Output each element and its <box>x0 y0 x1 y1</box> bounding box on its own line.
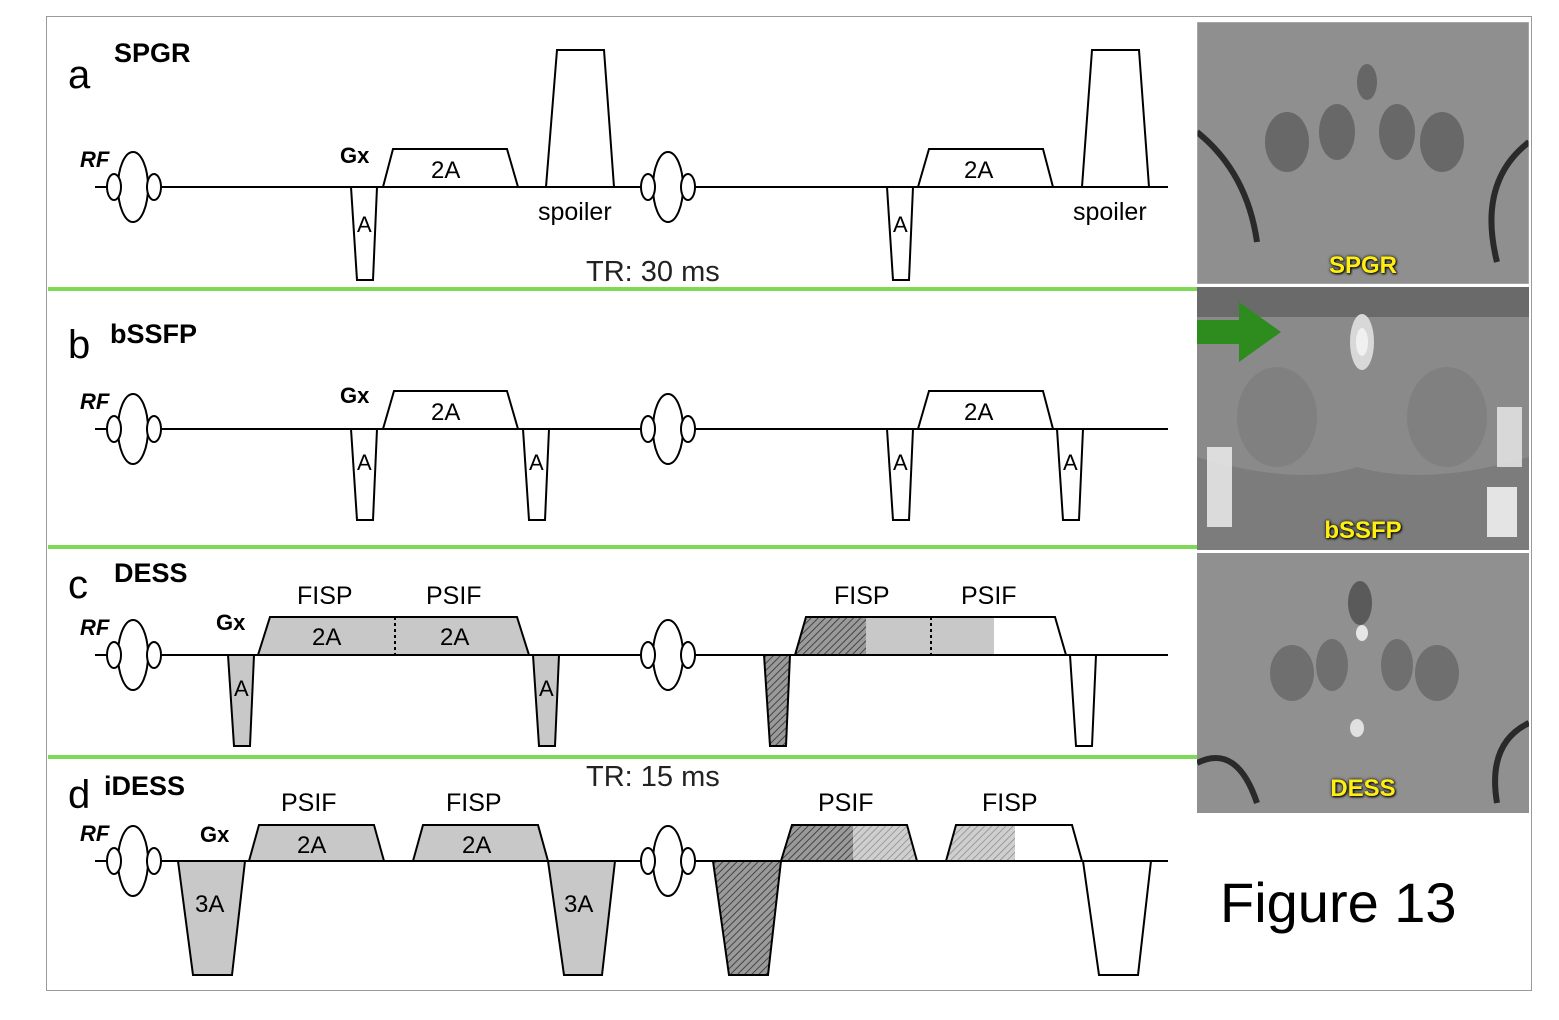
panel-b-gx-label: Gx <box>340 383 370 408</box>
panel-b-a4: A <box>1063 450 1078 475</box>
panel-c-letter: c <box>68 563 88 607</box>
panel-c-name: DESS <box>114 558 188 588</box>
tr-label-15: TR: 15 ms <box>586 761 720 793</box>
panel-b-a3: A <box>893 450 908 475</box>
panel-c-a1: A <box>234 676 249 701</box>
panel-d-psif1: PSIF <box>281 789 337 817</box>
panel-a-a2: A <box>893 212 908 237</box>
panel-d-3a1: 3A <box>195 891 224 918</box>
panel-c-a2: A <box>539 676 554 701</box>
panel-a-name: SPGR <box>114 38 191 68</box>
panel-b-2a1: 2A <box>431 399 460 426</box>
dess-caption: DESS <box>1330 775 1396 802</box>
panel-b-rf-label: RF <box>80 389 110 414</box>
green-arrow-icon <box>1197 302 1281 362</box>
panel-b-sequence <box>95 390 1168 521</box>
panel-d-fisp2: FISP <box>982 789 1038 817</box>
panel-b-letter: b <box>68 323 90 367</box>
panel-b-2a2: 2A <box>964 399 993 426</box>
panel-d-3a2: 3A <box>564 891 593 918</box>
panel-c-fisp2: FISP <box>834 582 890 610</box>
panel-a-rf-label: RF <box>80 147 110 172</box>
panel-c-fisp1: FISP <box>297 582 353 610</box>
panel-d-gx-label: Gx <box>200 822 230 847</box>
panel-d-2a2: 2A <box>462 832 491 859</box>
panel-b-a2: A <box>529 450 544 475</box>
spgr-image: SPGR <box>1197 22 1529 284</box>
panel-d-2a1: 2A <box>297 832 326 859</box>
panel-d-rf-label: RF <box>80 821 110 846</box>
panel-c-psif2: PSIF <box>961 582 1017 610</box>
panel-d-sequence <box>95 824 1168 976</box>
panel-c-rf-label: RF <box>80 615 110 640</box>
tr-label-30: TR: 30 ms <box>586 256 720 288</box>
panel-a-spoiler1: spoiler <box>538 198 612 226</box>
panel-a-a1: A <box>357 212 372 237</box>
bssfp-image: bSSFP <box>1197 287 1529 550</box>
panel-b-name: bSSFP <box>110 319 197 349</box>
panel-a-2a1: 2A <box>431 157 460 184</box>
panel-a-2a2: 2A <box>964 157 993 184</box>
panel-d-name: iDESS <box>104 771 185 801</box>
panel-c-2a2: 2A <box>440 624 469 651</box>
panel-c-gx-label: Gx <box>216 610 246 635</box>
panel-a-letter: a <box>68 53 91 97</box>
figure-label: Figure 13 <box>1220 871 1457 934</box>
panel-c-2a1: 2A <box>312 624 341 651</box>
bssfp-caption: bSSFP <box>1324 517 1402 544</box>
spgr-caption: SPGR <box>1328 252 1397 279</box>
panel-d-letter: d <box>68 773 90 817</box>
panel-c-sequence <box>95 616 1168 747</box>
panel-b-a1: A <box>357 450 372 475</box>
panel-d-fisp1: FISP <box>446 789 502 817</box>
panel-d-psif2: PSIF <box>818 789 874 817</box>
panel-c-psif1: PSIF <box>426 582 482 610</box>
panel-a-spoiler2: spoiler <box>1073 198 1147 226</box>
panel-a-sequence <box>95 49 1168 281</box>
figure-frame <box>46 16 1532 991</box>
dess-image: DESS <box>1197 553 1529 813</box>
panel-a-gx-label: Gx <box>340 143 370 168</box>
